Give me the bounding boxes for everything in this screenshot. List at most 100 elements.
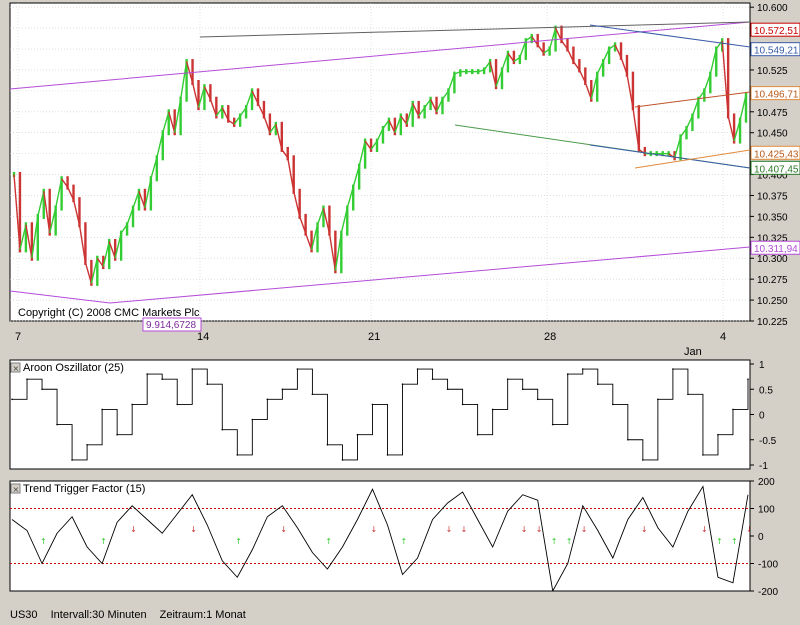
price-segment	[108, 241, 116, 259]
price-tag-box	[750, 145, 800, 160]
price-segment	[394, 115, 402, 133]
price-segment	[61, 178, 69, 188]
aroon-point	[11, 398, 13, 401]
price-segment	[185, 61, 194, 83]
price-segment	[364, 140, 372, 150]
price-segment	[495, 69, 503, 87]
price-segment	[584, 82, 592, 100]
price-segment	[560, 40, 569, 50]
price-segment	[691, 99, 700, 117]
lower-channel-line[interactable]	[109, 246, 750, 304]
orange-trendline-upper[interactable]	[634, 91, 750, 108]
price-segment	[513, 56, 521, 63]
price-x-tick: 4	[720, 331, 726, 343]
sell-signal-icon: ↓	[370, 525, 377, 534]
price-segment	[697, 90, 705, 100]
aroon-point	[687, 393, 689, 396]
price-tag-label: 10.549,21	[754, 46, 799, 57]
price-segment	[548, 27, 557, 50]
price-segment	[334, 233, 343, 271]
price-segment	[316, 207, 325, 225]
ttf-y-tick: 200	[758, 477, 775, 488]
aroon-point	[747, 378, 749, 380]
ttf-y-axis: 200 100 0 -100 -200	[750, 477, 778, 598]
sell-signal-icon: ↓	[461, 525, 468, 534]
price-segment	[310, 224, 319, 251]
price-segment	[209, 99, 218, 117]
price-tag-box	[750, 160, 800, 175]
price-segment	[25, 224, 33, 259]
price-grid	[10, 3, 750, 322]
blue-support-line[interactable]	[589, 144, 750, 169]
price-segment	[293, 191, 301, 217]
upper-channel-line[interactable]	[10, 21, 750, 90]
price-segment	[685, 115, 694, 129]
aroon-point	[146, 373, 148, 375]
buy-signal-icon: ↑	[401, 537, 408, 546]
price-segment	[429, 98, 438, 113]
sell-signal-icon: ↓	[190, 525, 197, 534]
price-segment	[144, 178, 152, 209]
price-segment	[239, 107, 247, 117]
price-segment	[233, 115, 241, 125]
price-segment	[572, 61, 580, 71]
price-tag-label: 10.425,43	[754, 149, 799, 160]
price-segment	[298, 216, 307, 234]
orange-trendline-lower[interactable]	[634, 149, 750, 169]
price-segment	[412, 103, 420, 117]
price-segment	[614, 44, 622, 58]
price-segment	[72, 199, 81, 225]
aroon-point	[236, 454, 239, 456]
price-y-tick: 10.350	[757, 212, 788, 223]
price-y-tick: 10.525	[757, 66, 788, 77]
price-segment	[715, 40, 723, 50]
price-y-tick: 10.300	[757, 254, 788, 265]
aroon-y-tick: -1	[759, 461, 768, 472]
price-segment	[156, 132, 164, 158]
buy-signal-icon: ↑	[731, 537, 738, 546]
price-segment	[66, 186, 75, 200]
price-segment	[49, 207, 57, 234]
price-segment	[739, 94, 747, 121]
aroon-close-icon[interactable]	[10, 362, 21, 373]
top-resistance-line[interactable]	[199, 21, 750, 38]
price-segment	[90, 258, 98, 284]
chart-canvas: Copyright (C) 2008 CMC Markets Plc 9.914…	[9, 2, 800, 598]
ttf-close-icon[interactable]	[10, 483, 21, 494]
aroon-point	[176, 403, 179, 406]
aroon-point	[446, 388, 449, 391]
ttf-y-tick: -100	[758, 560, 778, 571]
price-segment	[602, 48, 610, 62]
price-segment	[340, 207, 348, 234]
ttf-series: ↑ ↑ ↓ ↓ ↑ ↓ ↑ ↓ ↑ ↓ ↓ ↓ ↓ ↑ ↑ ↓ ↓ ↓ ↑ ↑ ↓	[11, 485, 750, 591]
sell-signal-icon: ↓	[521, 525, 528, 534]
price-segment	[227, 119, 235, 125]
price-segment	[489, 61, 497, 87]
price-tag-box	[750, 42, 800, 57]
price-segment	[519, 40, 527, 58]
lower-left-trendline[interactable]	[10, 290, 111, 304]
blue-resistance-line[interactable]	[589, 24, 750, 48]
price-segment	[191, 82, 200, 108]
aroon-point	[41, 388, 43, 391]
aroon-point	[566, 373, 569, 375]
aroon-point	[416, 368, 419, 370]
price-tags: 10.572,51 10.549,21 10.496,71 10.425,43 10.4…	[750, 22, 800, 255]
price-tag-box	[750, 22, 800, 37]
price-segment	[173, 99, 182, 133]
aroon-point	[612, 403, 614, 406]
sell-signal-icon: ↓	[130, 525, 137, 534]
price-segment	[733, 119, 741, 142]
aroon-series	[11, 368, 749, 461]
price-segment	[287, 157, 295, 192]
ttf-threshold-lines	[10, 508, 750, 564]
price-segment	[162, 111, 170, 133]
price-segment	[179, 61, 188, 100]
price-segment	[382, 119, 390, 129]
price-y-tick: 10.600	[757, 3, 788, 14]
aroon-point	[431, 378, 434, 380]
sell-signal-icon: ↓	[701, 525, 708, 534]
price-segment	[501, 52, 509, 71]
price-y-tick: 10.400	[757, 171, 788, 182]
aroon-point	[56, 423, 58, 426]
